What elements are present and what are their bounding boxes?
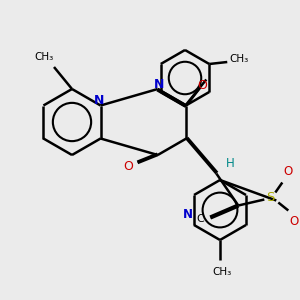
Text: O: O bbox=[123, 160, 133, 173]
Text: O: O bbox=[197, 79, 207, 92]
Text: CH₃: CH₃ bbox=[212, 267, 232, 277]
Text: C: C bbox=[196, 214, 204, 224]
Text: N: N bbox=[154, 77, 164, 91]
Text: N: N bbox=[93, 94, 104, 107]
Text: CH₃: CH₃ bbox=[34, 52, 54, 62]
Text: H: H bbox=[226, 157, 235, 170]
Text: O: O bbox=[290, 215, 299, 228]
Text: O: O bbox=[284, 165, 293, 178]
Text: N: N bbox=[183, 208, 193, 221]
Text: CH₃: CH₃ bbox=[230, 54, 249, 64]
Text: S: S bbox=[266, 191, 275, 204]
